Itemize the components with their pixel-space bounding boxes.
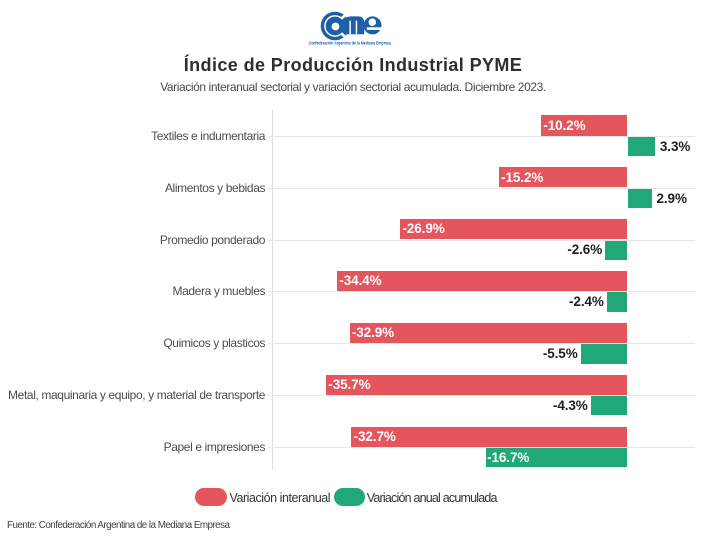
svg-text:Confederación Argentina de la: Confederación Argentina de la Mediana Em… <box>309 41 392 47</box>
